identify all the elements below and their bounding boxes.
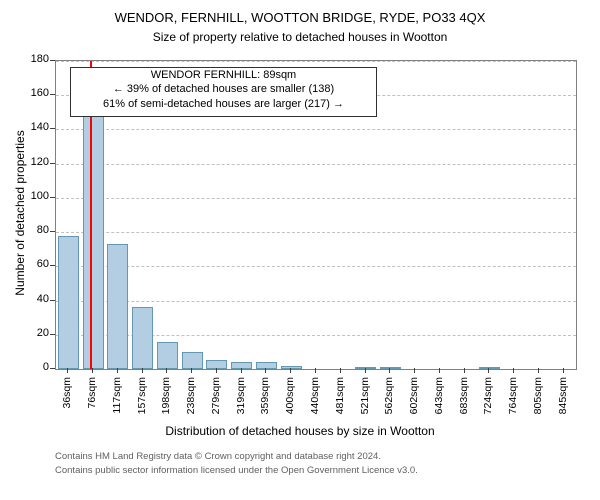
x-tick — [439, 368, 440, 373]
y-tick — [50, 128, 55, 129]
gridline — [56, 129, 576, 130]
x-tick — [513, 368, 514, 373]
copyright-line-2: Contains public sector information licen… — [55, 465, 418, 476]
gridline — [56, 232, 576, 233]
x-tick-label: 521sqm — [359, 377, 371, 427]
y-tick-label: 140 — [21, 121, 49, 133]
y-tick — [50, 334, 55, 335]
x-tick — [142, 368, 143, 373]
y-tick — [50, 60, 55, 61]
x-tick-label: 238sqm — [185, 377, 197, 427]
x-tick — [340, 368, 341, 373]
x-tick-label: 764sqm — [507, 377, 519, 427]
annotation-line: 61% of semi-detached houses are larger (… — [71, 97, 376, 111]
x-tick-label: 157sqm — [136, 377, 148, 427]
x-tick-label: 198sqm — [160, 377, 172, 427]
x-tick-label: 440sqm — [309, 377, 321, 427]
chart-title-1: WENDOR, FERNHILL, WOOTTON BRIDGE, RYDE, … — [0, 10, 600, 25]
y-tick-label: 80 — [21, 224, 49, 236]
chart-title-2: Size of property relative to detached ho… — [0, 30, 600, 44]
x-tick-label: 400sqm — [284, 377, 296, 427]
bar — [83, 100, 104, 369]
y-tick — [50, 94, 55, 95]
x-tick-label: 279sqm — [210, 377, 222, 427]
x-tick-label: 359sqm — [259, 377, 271, 427]
x-tick — [488, 368, 489, 373]
x-tick-label: 319sqm — [235, 377, 247, 427]
x-tick — [290, 368, 291, 373]
y-tick-label: 160 — [21, 87, 49, 99]
y-tick-label: 20 — [21, 327, 49, 339]
bar — [206, 360, 227, 369]
x-tick-label: 724sqm — [482, 377, 494, 427]
x-tick-label: 643sqm — [433, 377, 445, 427]
x-tick-label: 481sqm — [334, 377, 346, 427]
y-tick — [50, 197, 55, 198]
y-tick — [50, 231, 55, 232]
x-tick-label: 805sqm — [532, 377, 544, 427]
gridline — [56, 164, 576, 165]
x-tick-label: 36sqm — [61, 377, 73, 427]
bar — [182, 352, 203, 369]
y-tick — [50, 368, 55, 369]
y-tick-label: 180 — [21, 53, 49, 65]
y-tick-label: 0 — [21, 361, 49, 373]
x-tick — [389, 368, 390, 373]
y-axis-label: Number of detached properties — [13, 113, 27, 313]
x-tick — [92, 368, 93, 373]
y-tick-label: 60 — [21, 258, 49, 270]
x-tick-label: 76sqm — [86, 377, 98, 427]
x-tick — [67, 368, 68, 373]
x-tick — [191, 368, 192, 373]
x-tick-label: 683sqm — [458, 377, 470, 427]
annotation-line: ← 39% of detached houses are smaller (13… — [71, 82, 376, 96]
bar — [231, 362, 252, 369]
x-tick — [265, 368, 266, 373]
annotation-line: WENDOR FERNHILL: 89sqm — [71, 68, 376, 82]
gridline — [56, 266, 576, 267]
gridline — [56, 61, 576, 62]
y-tick — [50, 265, 55, 266]
bar — [107, 244, 128, 369]
x-tick-label: 602sqm — [408, 377, 420, 427]
gridline — [56, 198, 576, 199]
x-tick — [365, 368, 366, 373]
bar — [157, 342, 178, 369]
x-tick — [166, 368, 167, 373]
x-tick — [315, 368, 316, 373]
bar — [58, 236, 79, 369]
y-tick — [50, 163, 55, 164]
x-tick — [464, 368, 465, 373]
x-tick — [538, 368, 539, 373]
x-tick — [563, 368, 564, 373]
y-tick-label: 120 — [21, 156, 49, 168]
y-tick-label: 40 — [21, 293, 49, 305]
bar — [132, 307, 153, 369]
chart-container: WENDOR, FERNHILL, WOOTTON BRIDGE, RYDE, … — [0, 0, 600, 500]
gridline — [56, 301, 576, 302]
annotation-box: WENDOR FERNHILL: 89sqm← 39% of detached … — [70, 67, 377, 117]
x-tick-label: 562sqm — [383, 377, 395, 427]
x-tick — [216, 368, 217, 373]
copyright-line-1: Contains HM Land Registry data © Crown c… — [55, 451, 381, 462]
bar — [355, 367, 376, 369]
x-tick-label: 117sqm — [111, 377, 123, 427]
x-tick — [241, 368, 242, 373]
x-tick — [117, 368, 118, 373]
x-tick-label: 845sqm — [557, 377, 569, 427]
x-tick — [414, 368, 415, 373]
y-tick — [50, 300, 55, 301]
y-tick-label: 100 — [21, 190, 49, 202]
